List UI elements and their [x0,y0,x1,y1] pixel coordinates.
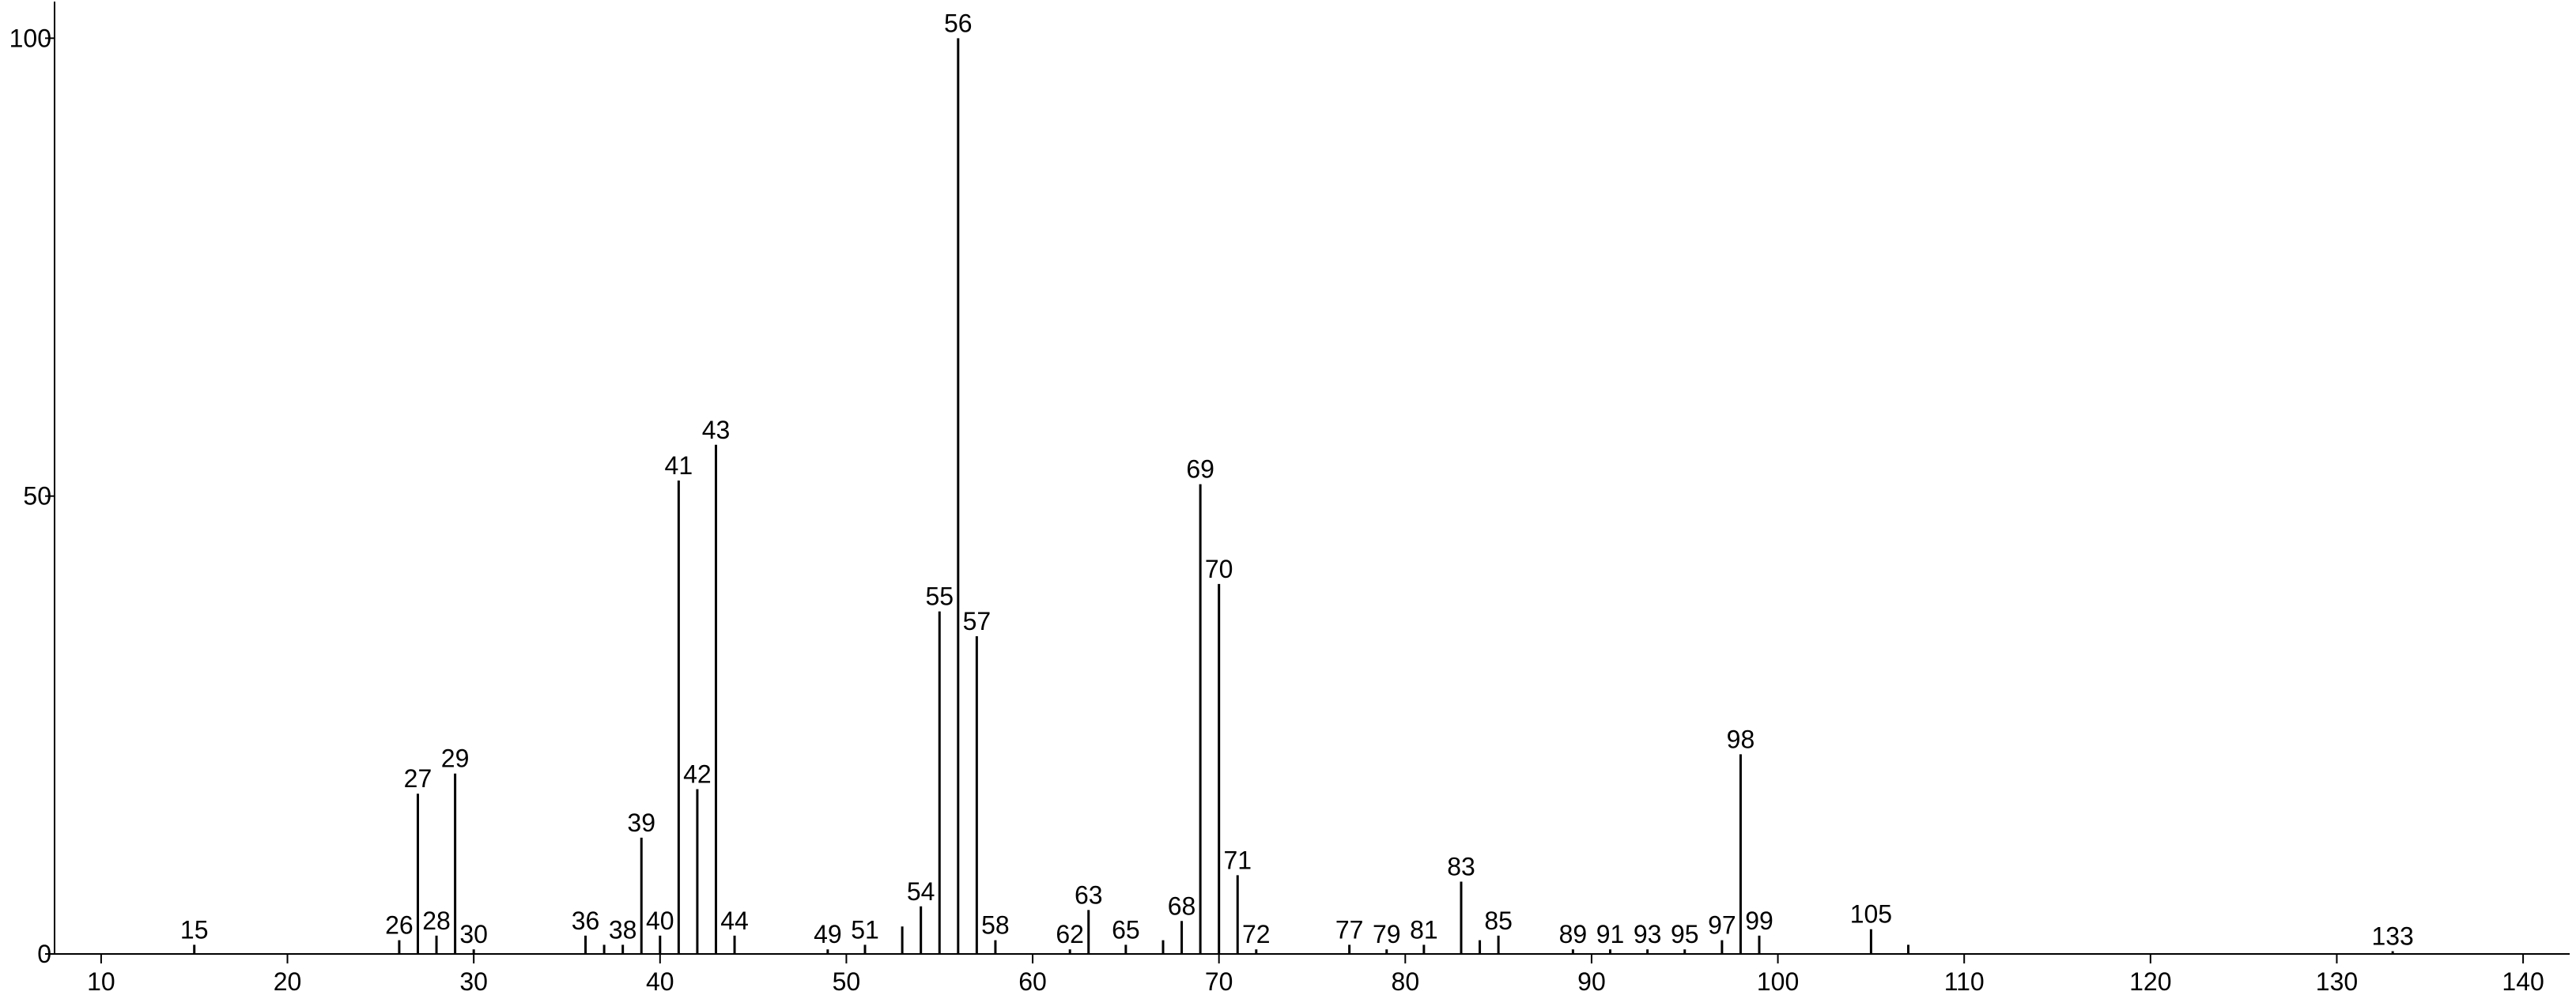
peak-label: 81 [1410,915,1438,944]
x-tick-label: 10 [87,967,115,996]
peak-label: 41 [665,451,693,480]
peak-label: 71 [1223,846,1252,874]
peak-label: 65 [1112,915,1140,944]
x-tick-label: 80 [1392,967,1420,996]
peak-label: 55 [925,582,954,611]
peak-label: 43 [702,416,731,444]
peak-label: 44 [720,907,749,935]
peak-label: 27 [404,764,432,793]
peak-label: 15 [180,915,209,944]
peak-label: 68 [1168,892,1196,920]
peak-label: 77 [1335,915,1364,944]
x-tick-label: 130 [2316,967,2358,996]
peak-label: 93 [1634,920,1662,948]
peak-label: 40 [646,907,674,935]
x-tick-label: 40 [646,967,674,996]
peak-label: 85 [1484,907,1513,935]
peak-label: 30 [459,920,488,948]
y-tick-label: 100 [9,24,51,52]
peak-label: 89 [1559,920,1588,948]
x-tick-label: 100 [1757,967,1799,996]
peak-label: 91 [1596,920,1625,948]
x-tick-label: 110 [1944,967,1985,996]
peak-label: 57 [963,607,991,635]
x-tick-label: 120 [2129,967,2171,996]
peak-label: 69 [1186,455,1214,484]
peak-label: 72 [1242,920,1271,948]
peak-label: 49 [814,920,842,948]
x-tick-label: 140 [2502,967,2544,996]
peak-label: 42 [683,760,712,788]
peak-label: 79 [1373,920,1401,948]
peak-label: 28 [422,907,451,935]
y-tick-label: 0 [37,940,51,968]
peak-label: 70 [1205,555,1233,583]
peak-label: 105 [1850,900,1892,929]
peak-label: 36 [572,907,600,935]
peak-label: 56 [944,9,973,37]
peak-label: 51 [851,915,879,944]
x-tick-label: 30 [459,967,488,996]
peak-label: 133 [2371,922,2413,951]
x-tick-label: 70 [1205,967,1233,996]
x-tick-label: 50 [833,967,861,996]
peak-label: 39 [627,809,655,837]
x-tick-label: 20 [274,967,302,996]
peak-label: 98 [1727,725,1755,753]
peak-label: 38 [609,915,637,944]
peak-label: 83 [1447,852,1475,880]
peak-label: 62 [1056,920,1084,948]
y-tick-label: 50 [23,482,51,511]
peak-label: 54 [907,877,935,906]
peak-label: 97 [1708,911,1736,940]
x-tick-label: 60 [1018,967,1047,996]
x-tick-label: 90 [1577,967,1606,996]
peak-label: 63 [1075,880,1103,909]
peak-label: 29 [441,745,470,773]
peak-label: 26 [385,911,414,940]
peak-label: 99 [1745,907,1773,935]
peak-label: 58 [981,911,1010,940]
peak-label: 95 [1671,920,1699,948]
